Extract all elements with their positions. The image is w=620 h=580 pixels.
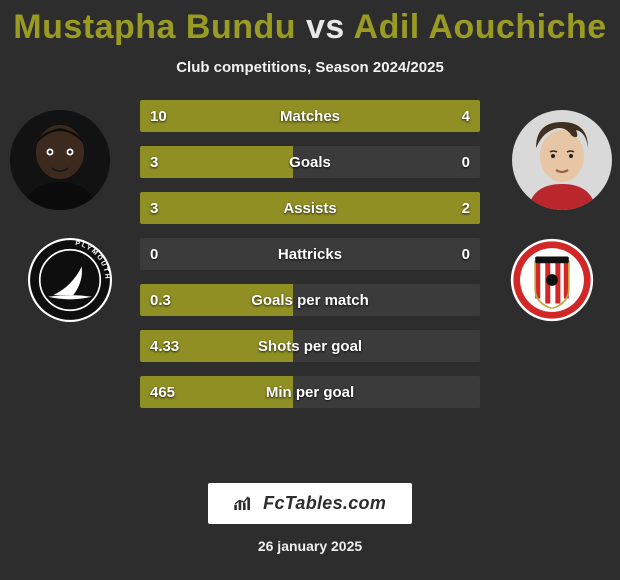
player1-avatar-svg <box>10 110 110 210</box>
player2-avatar-svg <box>512 110 612 210</box>
stat-row: Assists32 <box>140 192 480 224</box>
stat-row: Hattricks00 <box>140 238 480 270</box>
comparison-card: Mustapha Bundu vs Adil Aouchiche Club co… <box>0 0 620 580</box>
stat-row: Matches104 <box>140 100 480 132</box>
site-name: FcTables.com <box>263 493 386 513</box>
site-badge: FcTables.com <box>208 483 412 524</box>
mid-section: PLYMOUTH <box>0 98 620 438</box>
club1-logo: PLYMOUTH <box>28 238 112 322</box>
date-text: 26 january 2025 <box>0 538 620 554</box>
vs-text: vs <box>306 8 345 46</box>
stat-row: Goals per match0.3 <box>140 284 480 316</box>
stat-row: Min per goal465 <box>140 376 480 408</box>
club1-logo-svg: PLYMOUTH <box>28 238 112 322</box>
footer: FcTables.com 26 january 2025 <box>0 483 620 554</box>
stat-row: Shots per goal4.33 <box>140 330 480 362</box>
club2-logo-svg: SUNDERLAND A.F.C. <box>510 238 594 322</box>
player2-name: Adil Aouchiche <box>354 8 607 46</box>
club2-logo: SUNDERLAND A.F.C. <box>510 238 594 322</box>
player1-name: Mustapha Bundu <box>13 8 296 46</box>
title: Mustapha Bundu vs Adil Aouchiche <box>0 0 620 47</box>
chart-icon <box>234 493 257 513</box>
subtitle: Club competitions, Season 2024/2025 <box>0 59 620 76</box>
stat-row: Goals30 <box>140 146 480 178</box>
stat-bars: Matches104 Goals30 Assists32 Hattricks00 Goa… <box>140 100 480 422</box>
player1-avatar <box>10 110 110 210</box>
player2-avatar <box>512 110 612 210</box>
